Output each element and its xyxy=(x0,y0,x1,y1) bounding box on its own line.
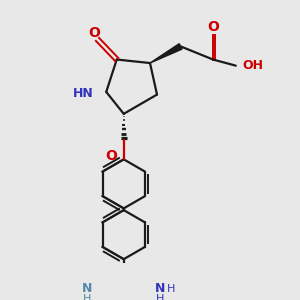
Text: N: N xyxy=(155,282,166,296)
Text: H: H xyxy=(156,294,165,300)
Text: N: N xyxy=(82,282,92,296)
Text: O: O xyxy=(207,20,219,34)
Text: O: O xyxy=(88,26,100,40)
Polygon shape xyxy=(150,44,182,63)
Text: O: O xyxy=(106,149,117,163)
Text: OH: OH xyxy=(243,59,264,72)
Text: H: H xyxy=(167,284,175,294)
Text: H: H xyxy=(83,294,91,300)
Text: HN: HN xyxy=(73,87,94,100)
